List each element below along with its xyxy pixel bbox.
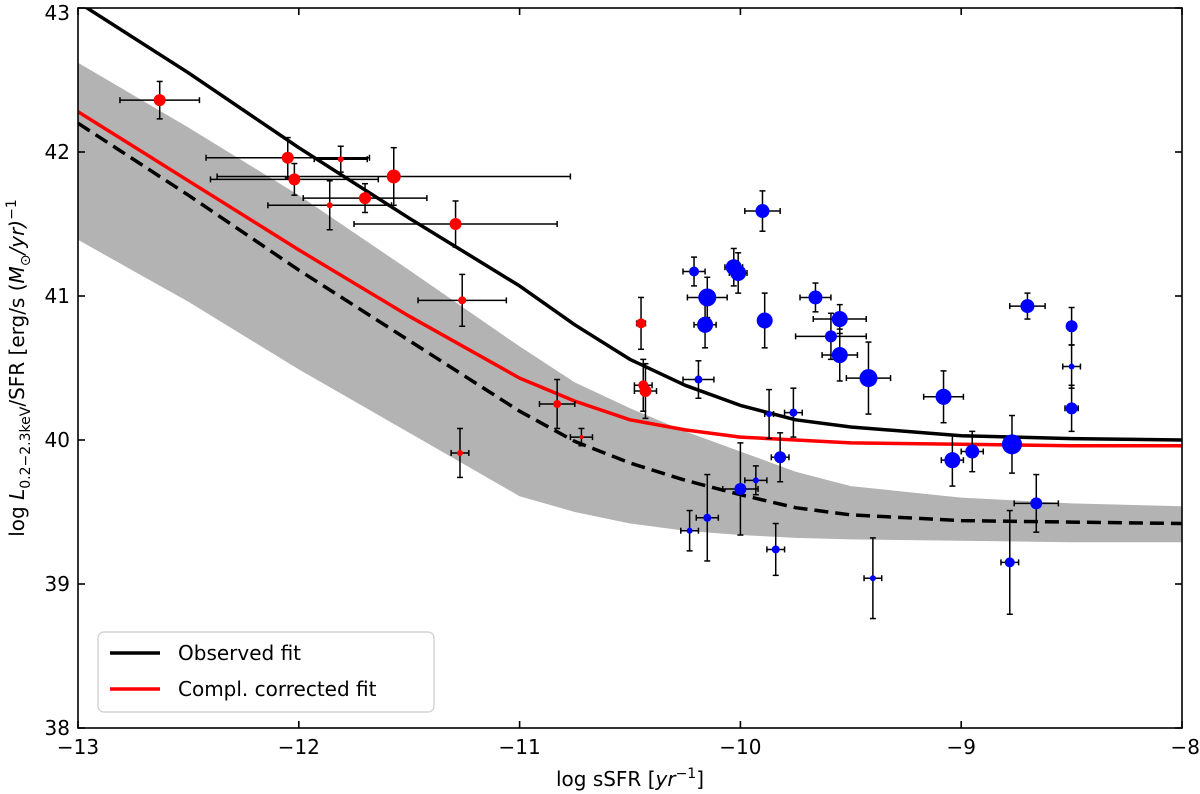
blue-data-point bbox=[1065, 320, 1078, 333]
y-tick-label: 41 bbox=[45, 284, 70, 308]
y-tick-label: 38 bbox=[45, 716, 70, 740]
blue-data-point bbox=[1068, 363, 1075, 370]
y-tick-label: 42 bbox=[45, 140, 70, 164]
blue-data-point bbox=[771, 545, 780, 554]
blue-data-point bbox=[766, 411, 773, 418]
x-tick-label: −8 bbox=[1171, 735, 1200, 759]
x-tick-label: −11 bbox=[498, 735, 540, 759]
blue-data-point bbox=[686, 527, 693, 534]
red-data-point bbox=[456, 449, 463, 456]
red-data-point bbox=[579, 435, 584, 440]
x-tick-label: −13 bbox=[57, 735, 99, 759]
y-tick-label: 40 bbox=[45, 428, 70, 452]
red-data-point bbox=[449, 218, 462, 230]
uncertainty-band-layer bbox=[78, 62, 1182, 543]
blue-data-point bbox=[831, 347, 848, 364]
y-axis-label: log L0.2−2.3keV/SFR [erg/s (M⊙/yr)−1 bbox=[4, 199, 34, 537]
blue-data-point bbox=[734, 482, 747, 495]
x-tick-label: −10 bbox=[719, 735, 761, 759]
red-data-point bbox=[326, 202, 333, 209]
red-data-point bbox=[553, 400, 562, 408]
plot-frame bbox=[77, 7, 1183, 729]
y-tick-label: 43 bbox=[45, 1, 70, 25]
legend-label-observed-fit: Observed fit bbox=[178, 641, 301, 665]
fit-line-dashed-fit bbox=[78, 121, 1182, 526]
data-points-layer bbox=[153, 94, 1078, 582]
blue-data-point bbox=[730, 264, 747, 281]
blue-data-point bbox=[697, 316, 714, 333]
blue-data-point bbox=[824, 330, 837, 343]
red-data-point bbox=[386, 169, 401, 184]
blue-data-point bbox=[859, 369, 878, 388]
blue-data-point bbox=[755, 204, 770, 219]
x-axis-label: log sSFR [yr−1] bbox=[556, 766, 704, 791]
blue-data-point bbox=[831, 311, 848, 328]
blue-data-point bbox=[1020, 299, 1035, 314]
legend-label-compl-corrected-fit: Compl. corrected fit bbox=[178, 677, 377, 701]
red-data-point bbox=[337, 156, 344, 163]
axis-ticks-layer: −13 −12 −11 −10 −9 −8 38 39 40 41 42 43 bbox=[45, 1, 1200, 759]
y-tick-label: 39 bbox=[45, 572, 70, 596]
blue-data-point bbox=[808, 290, 823, 305]
blue-data-point bbox=[935, 388, 952, 405]
blue-data-point bbox=[1065, 402, 1078, 415]
uncertainty-band bbox=[78, 62, 1182, 543]
fit-line-compl-corrected-fit bbox=[78, 110, 1182, 448]
blue-data-point bbox=[789, 408, 798, 417]
blue-data-point bbox=[869, 575, 876, 582]
blue-data-point bbox=[1004, 557, 1015, 568]
blue-data-point bbox=[1001, 434, 1022, 455]
x-tick-label: −9 bbox=[946, 735, 975, 759]
red-data-point bbox=[458, 296, 467, 305]
blue-data-point bbox=[698, 288, 717, 307]
red-data-point bbox=[639, 385, 652, 398]
blue-data-point bbox=[689, 266, 700, 277]
blue-data-point bbox=[703, 513, 712, 522]
blue-data-point bbox=[944, 452, 961, 469]
blue-data-point bbox=[756, 312, 773, 329]
x-tick-label: −12 bbox=[278, 735, 320, 759]
red-data-point bbox=[153, 94, 166, 107]
red-data-point bbox=[636, 318, 647, 329]
red-data-point bbox=[288, 173, 301, 186]
blue-data-point bbox=[965, 444, 980, 459]
red-data-point bbox=[281, 151, 294, 164]
blue-data-point bbox=[694, 375, 703, 384]
blue-data-point bbox=[1030, 497, 1043, 510]
legend: Observed fit Compl. corrected fit bbox=[97, 631, 435, 713]
legend-box bbox=[97, 631, 435, 713]
red-data-point bbox=[359, 192, 372, 205]
blue-data-point bbox=[752, 477, 759, 484]
blue-data-point bbox=[774, 451, 787, 464]
